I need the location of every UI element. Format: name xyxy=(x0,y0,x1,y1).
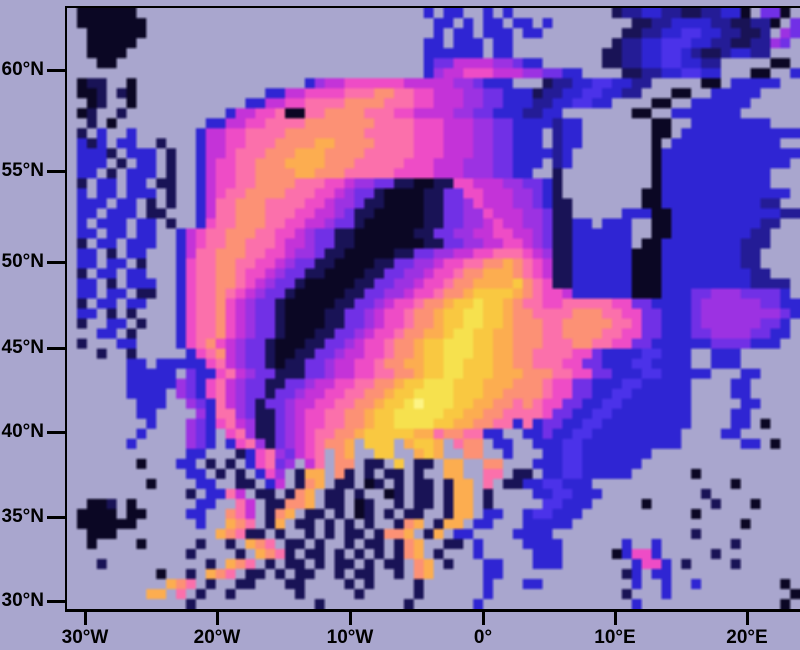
y-tick-mark xyxy=(47,69,66,72)
plot-border-left xyxy=(65,6,67,612)
x-tick-label: 20°W xyxy=(193,627,241,648)
y-tick-label: 35°N xyxy=(1,506,44,527)
y-tick-label: 30°N xyxy=(1,590,44,611)
x-tick-label: 10°W xyxy=(326,627,374,648)
y-tick-label: 55°N xyxy=(1,160,44,181)
x-tick-mark xyxy=(84,612,87,625)
x-tick-mark xyxy=(482,612,485,625)
y-tick-label: 60°N xyxy=(1,59,44,80)
x-tick-mark xyxy=(746,612,749,625)
y-tick-label: 50°N xyxy=(1,251,44,272)
y-tick-mark xyxy=(47,600,66,603)
x-tick-mark xyxy=(216,612,219,625)
plot-border-top-icon xyxy=(65,6,800,8)
y-tick-label: 45°N xyxy=(1,337,44,358)
x-tick-label: 20°E xyxy=(726,627,768,648)
y-tick-mark xyxy=(47,347,66,350)
x-tick-label: 10°E xyxy=(594,627,636,648)
y-tick-mark xyxy=(47,261,66,264)
y-tick-mark xyxy=(47,516,66,519)
x-tick-label: 30°W xyxy=(61,627,109,648)
x-tick-mark xyxy=(614,612,617,625)
y-tick-mark xyxy=(47,431,66,434)
y-tick-label: 40°N xyxy=(1,421,44,442)
x-tick-mark xyxy=(349,612,352,625)
x-tick-label: 0° xyxy=(473,627,493,648)
plot-border-bottom xyxy=(65,609,800,612)
y-tick-mark xyxy=(47,170,66,173)
heatmap-canvas xyxy=(67,8,800,609)
